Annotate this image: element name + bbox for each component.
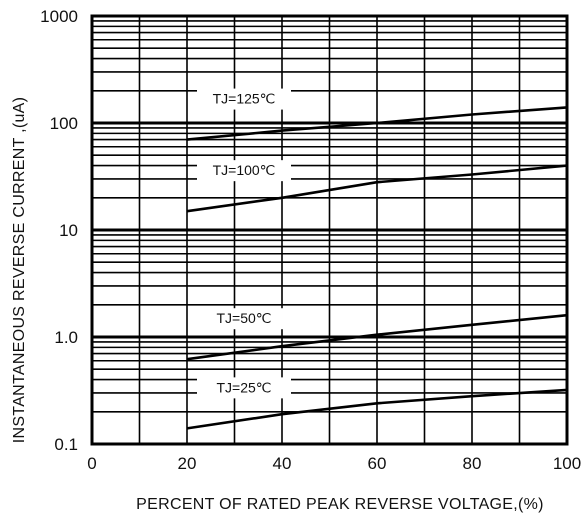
series-label: TJ=125℃ [213, 91, 276, 107]
x-tick-label: 40 [273, 454, 292, 473]
plot-frame [90, 14, 569, 446]
series-label-box [197, 308, 291, 330]
series-label: TJ=100℃ [213, 162, 276, 178]
curves [186, 106, 568, 430]
series-line [186, 164, 568, 213]
x-tick-label: 100 [553, 454, 581, 473]
x-tick-label: 20 [178, 454, 197, 473]
tick-labels: 0 20 40 60 80 100 0.1 1.0 10 100 1000 [40, 7, 581, 473]
y-tick-label: 1000 [40, 7, 78, 26]
grid-lines [92, 16, 567, 444]
x-tick-label: 0 [87, 454, 96, 473]
x-tick-label: 60 [368, 454, 387, 473]
y-axis-title: INSTANTANEOUS REVERSE CURRENT ,(uA) [11, 97, 28, 444]
y-tick-label: 100 [50, 114, 78, 133]
x-tick-label: 80 [463, 454, 482, 473]
series-label: TJ=50℃ [216, 310, 271, 326]
x-axis-title: PERCENT OF RATED PEAK REVERSE VOLTAGE,(%… [136, 496, 544, 513]
y-tick-label: 10 [59, 221, 78, 240]
y-tick-label: 1.0 [54, 328, 78, 347]
y-tick-label: 0.1 [54, 435, 78, 454]
series-line [186, 388, 568, 430]
curve-labels: TJ=125℃ TJ=100℃ TJ=50℃ TJ=25℃ [197, 88, 291, 399]
series-label-box [197, 377, 291, 399]
series-line [186, 106, 568, 141]
series-label: TJ=25℃ [216, 379, 271, 395]
series-label-box [197, 160, 291, 182]
series-line [186, 313, 568, 361]
series-label-box [197, 88, 291, 110]
